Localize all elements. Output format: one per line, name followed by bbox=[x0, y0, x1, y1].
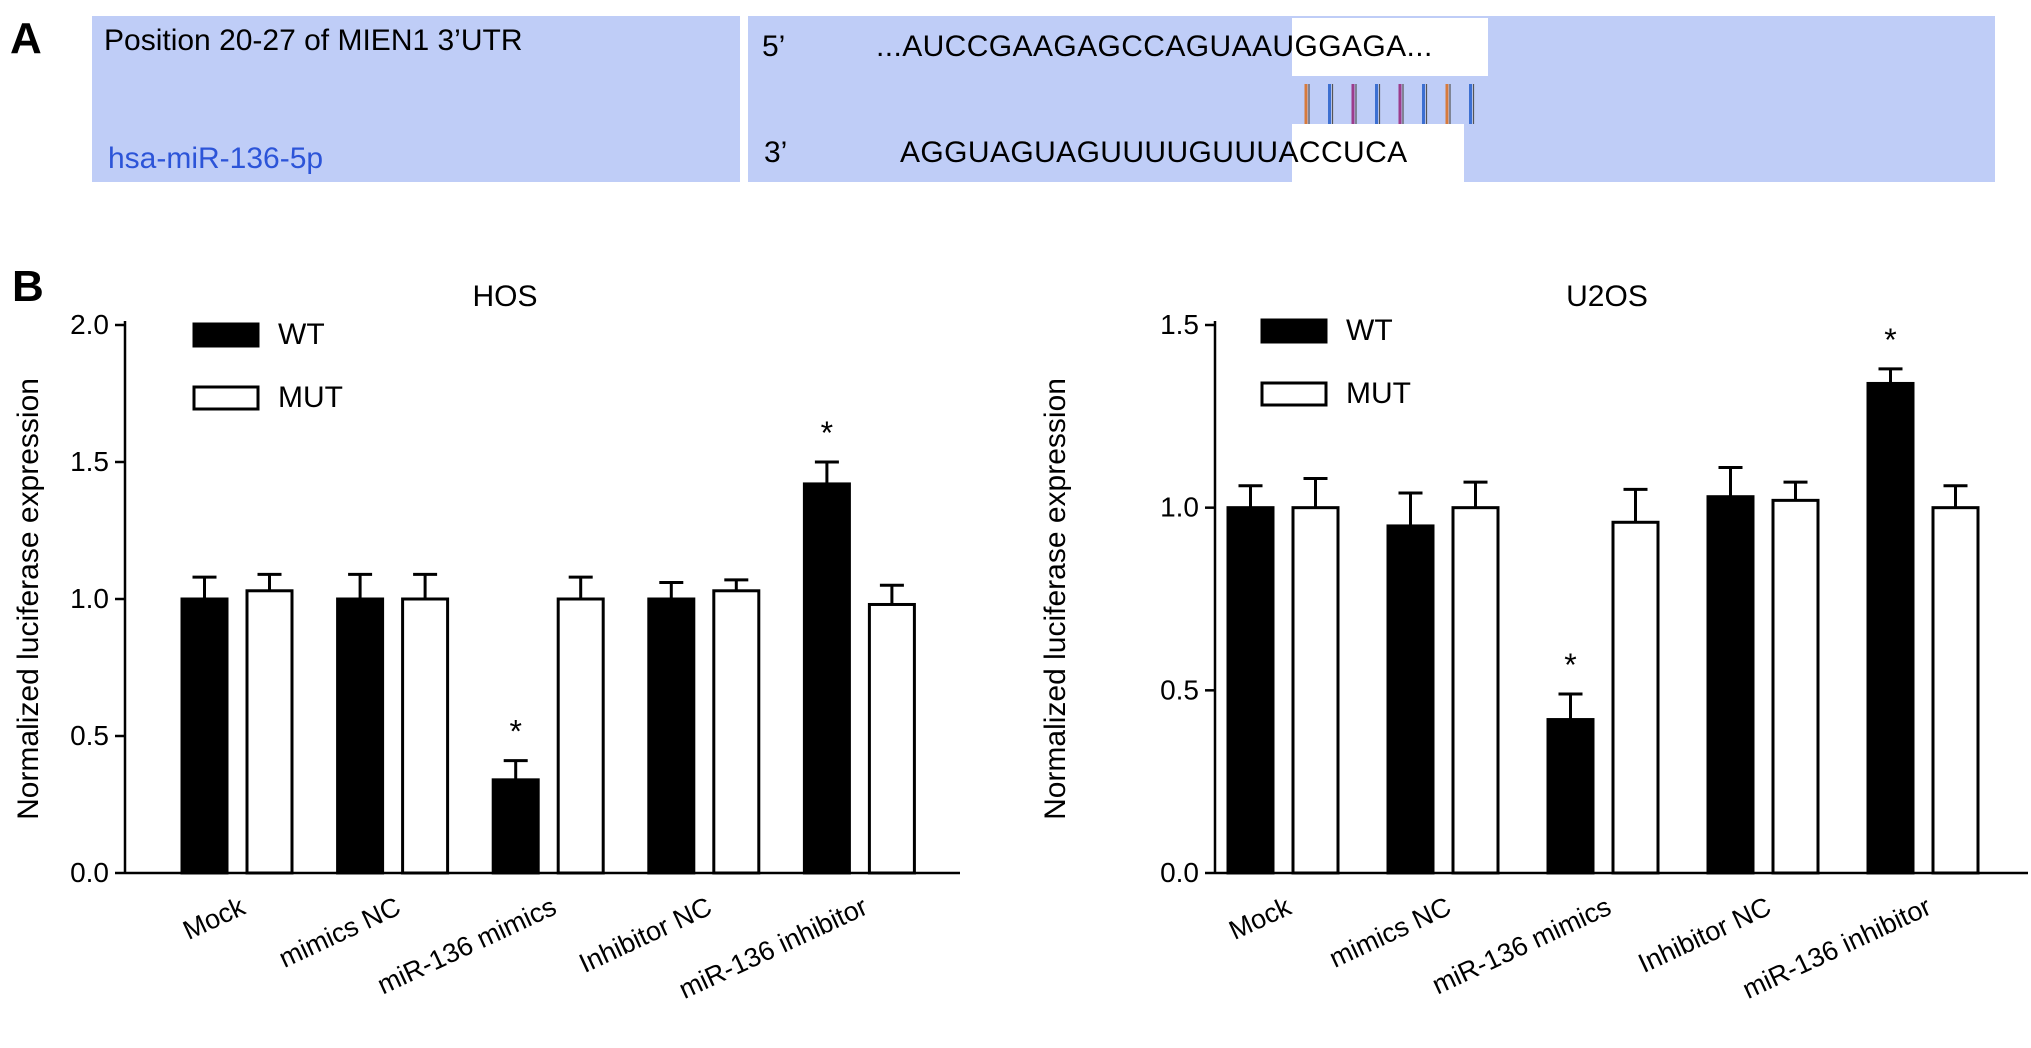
u2os-bar-mut bbox=[1931, 506, 1980, 875]
hos-chart-title: HOS bbox=[472, 280, 537, 313]
hos-bar-wt bbox=[802, 482, 851, 875]
mirna-name-label: hsa-miR-136-5p bbox=[108, 142, 324, 175]
utr-sequence: ...AUCCGAAGAGCCAGUAAUGGAGA... bbox=[876, 30, 1433, 63]
u2os-legend-label: WT bbox=[1346, 314, 1393, 347]
seed-highlight-top bbox=[1292, 18, 1488, 76]
hos-category-label: miR-136 mimics bbox=[373, 891, 561, 1000]
hos-bar-chart: HOS Normalized luciferase expression 0.0 0.… bbox=[12, 280, 960, 1005]
u2os-bar-mut bbox=[1291, 506, 1340, 875]
u2os-bar-chart: U2OS Normalized luciferase expression 0.0 0… bbox=[1039, 280, 2028, 1005]
hos-significance-star: * bbox=[821, 415, 833, 451]
hos-category-label: Inhibitor NC bbox=[574, 891, 716, 978]
u2os-category-label: miR-136 mimics bbox=[1427, 891, 1615, 1000]
u2os-significance-star: * bbox=[1884, 322, 1896, 358]
u2os-category-label: Mock bbox=[1224, 891, 1296, 946]
u2os-legend-swatch-mut bbox=[1260, 381, 1328, 407]
mirna-sequence: AGGUAGUAGUUUUGUUUACCUCA bbox=[900, 136, 1408, 169]
u2os-bar-wt bbox=[1546, 718, 1595, 875]
target-info-box bbox=[92, 16, 740, 182]
u2os-chart-title: U2OS bbox=[1566, 280, 1648, 313]
hos-bar-mut bbox=[712, 589, 761, 875]
u2os-bar-mut bbox=[1451, 506, 1500, 875]
u2os-legend-label: MUT bbox=[1346, 377, 1411, 410]
u2os-bar-mut bbox=[1771, 498, 1820, 875]
u2os-legend-swatch-wt bbox=[1260, 318, 1328, 344]
hos-y-tick-label: 0.5 bbox=[70, 720, 109, 751]
hos-category-label: Mock bbox=[178, 891, 250, 946]
u2os-bar-wt bbox=[1706, 495, 1755, 875]
hos-y-tick-label: 2.0 bbox=[70, 309, 109, 340]
hos-y-tick-label: 1.0 bbox=[70, 583, 109, 614]
seed-highlight-bottom bbox=[1292, 124, 1464, 182]
hos-y-axis-label: Normalized luciferase expression bbox=[12, 378, 45, 820]
hos-bar-mut bbox=[245, 589, 294, 875]
u2os-y-tick-label: 0.0 bbox=[1160, 857, 1199, 888]
u2os-category-label: Inhibitor NC bbox=[1634, 891, 1776, 978]
u2os-bar-wt bbox=[1386, 524, 1435, 875]
u2os-bar-wt bbox=[1226, 506, 1275, 875]
hos-bar-mut bbox=[556, 597, 605, 875]
hos-bar-wt bbox=[180, 597, 229, 875]
hos-legend-label: MUT bbox=[278, 381, 343, 414]
hos-bar-mut bbox=[867, 602, 916, 875]
hos-bar-mut bbox=[401, 597, 450, 875]
u2os-bar-mut bbox=[1611, 520, 1660, 875]
hos-legend-swatch-wt bbox=[192, 322, 260, 348]
hos-legend-swatch-mut bbox=[192, 385, 260, 411]
hos-y-tick-label: 1.5 bbox=[70, 446, 109, 477]
five-prime-label: 5’ bbox=[762, 30, 786, 63]
three-prime-label: 3’ bbox=[764, 136, 788, 169]
hos-bar-wt bbox=[647, 597, 696, 875]
hos-bar-wt bbox=[336, 597, 385, 875]
panel-a-letter: A bbox=[10, 14, 42, 63]
u2os-bar-wt bbox=[1866, 381, 1915, 875]
u2os-y-tick-label: 1.5 bbox=[1160, 309, 1199, 340]
u2os-significance-star: * bbox=[1564, 647, 1576, 683]
hos-legend-label: WT bbox=[278, 318, 325, 351]
u2os-y-tick-label: 0.5 bbox=[1160, 674, 1199, 705]
hos-significance-star: * bbox=[509, 714, 521, 750]
base-pair-lines bbox=[1304, 84, 1475, 124]
u2os-y-tick-label: 1.0 bbox=[1160, 492, 1199, 523]
panel-b-letter: B bbox=[12, 262, 44, 311]
u2os-category-label: mimics NC bbox=[1325, 891, 1456, 973]
u2os-y-axis-label: Normalized luciferase expression bbox=[1039, 378, 1072, 820]
target-position-label: Position 20-27 of MIEN1 3’UTR bbox=[104, 24, 523, 57]
hos-category-label: mimics NC bbox=[274, 891, 405, 973]
hos-bar-wt bbox=[491, 778, 540, 875]
hos-y-tick-label: 0.0 bbox=[70, 857, 109, 888]
